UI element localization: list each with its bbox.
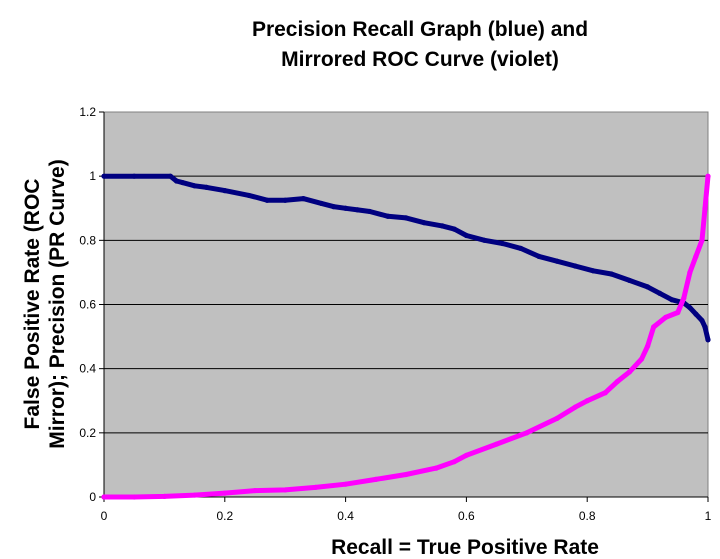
series-0-point-31 [626, 277, 633, 284]
series-1-point-32 [705, 173, 711, 179]
series-0-point-26 [536, 253, 542, 259]
x-tick-label-0: 0 [101, 509, 108, 523]
y-tick-label-6: 1.2 [79, 105, 96, 119]
series-1-point-1 [131, 494, 137, 500]
series-0-point-38 [699, 317, 705, 324]
series-1-point-18 [584, 398, 590, 404]
series-0-point-7 [222, 188, 228, 194]
series-0-point-13 [330, 204, 337, 210]
axes [99, 111, 709, 502]
series-0-point-0 [101, 173, 107, 179]
series-0-point-15 [355, 207, 361, 213]
series-1-point-7 [312, 484, 318, 490]
series-0-point-30 [608, 271, 614, 277]
chart-title-line2: Mirrored ROC Curve (violet) [281, 48, 559, 71]
series-1-point-24 [651, 324, 657, 330]
series-0-point-16 [367, 208, 373, 215]
series-1-point-19 [602, 390, 608, 396]
x-tick-label-5: 1 [705, 509, 712, 523]
series-1-point-12 [451, 459, 457, 465]
x-tick-label-1: 0.2 [216, 509, 233, 523]
x-tick-label-3: 0.6 [458, 509, 475, 523]
gridlines [104, 175, 708, 434]
series-0-point-8 [246, 192, 252, 199]
series-1-point-3 [192, 492, 198, 498]
series-0-point-27 [554, 258, 560, 264]
x-tick-label-2: 0.4 [337, 509, 354, 523]
series-1-point-31 [702, 205, 708, 211]
series-0-point-3 [173, 178, 180, 184]
series-1-point-27 [681, 295, 687, 301]
series-0-point-37 [693, 311, 699, 317]
series-layer [101, 173, 711, 500]
series-0-point-12 [318, 200, 325, 207]
series-1-point-28 [687, 269, 693, 276]
series-0-point-21 [451, 226, 457, 232]
series-1-point-25 [663, 314, 669, 320]
series-1-point-22 [638, 356, 645, 362]
series-0-point-33 [657, 290, 663, 296]
series-1-point-20 [614, 378, 621, 385]
y-tick-label-2: 0.4 [79, 362, 96, 376]
series-0-point-39 [702, 324, 708, 330]
series-0-point-25 [518, 245, 524, 251]
series-0-point-17 [385, 213, 391, 219]
series-0-point-2 [167, 173, 174, 179]
y-tick-label-1: 0.2 [79, 426, 96, 440]
series-1-point-6 [282, 487, 288, 493]
series-0-point-40 [705, 337, 711, 343]
series-1-point-13 [463, 452, 469, 458]
series-0-point-23 [481, 237, 488, 243]
x-tick-label-4: 0.8 [579, 509, 596, 523]
y-tick-label-0: 0 [89, 490, 96, 504]
series-1-point-16 [554, 415, 560, 421]
series-0-point-22 [463, 232, 469, 239]
series-0-point-10 [282, 197, 288, 203]
series-1-point-23 [645, 343, 651, 349]
series-1-point-30 [699, 237, 705, 243]
series-1-point-4 [222, 490, 228, 496]
series-0-point-6 [204, 184, 210, 190]
chart-title-line1: Precision Recall Graph (blue) and [252, 18, 588, 41]
series-0-point-1 [131, 173, 137, 179]
y-tick-label-3: 0.6 [79, 298, 96, 312]
series-0-point-11 [300, 196, 306, 202]
series-1-point-0 [101, 494, 107, 500]
series-1-point-2 [161, 493, 167, 499]
series-1-point-8 [343, 481, 349, 487]
series-0-point-18 [403, 215, 409, 221]
series-0-point-5 [192, 183, 198, 189]
series-0-point-4 [179, 179, 186, 186]
series-1-point-9 [373, 476, 379, 482]
y-axis-title-line2: Mirror); Precision (PR Curve) [46, 159, 69, 448]
series-1-point-10 [403, 471, 409, 478]
series-1-point-11 [433, 465, 439, 471]
series-0-point-28 [572, 263, 578, 269]
series-1-point-26 [675, 309, 681, 316]
tick-labels: 0 0.2 0.4 0.6 0.8 1 1.2 0 0.2 0.4 0.6 0.8 1 [79, 105, 711, 523]
series-0-point-14 [343, 205, 349, 211]
y-axis-title-line1: False Positive Rate (ROC [21, 179, 44, 430]
y-tick-label-5: 1 [89, 169, 96, 183]
series-1-point-14 [494, 441, 500, 447]
series-0-point-32 [645, 284, 651, 290]
series-0-point-29 [590, 268, 596, 274]
series-0-point-36 [687, 305, 693, 311]
series-1-point-21 [626, 369, 633, 375]
series-0-point-19 [421, 220, 427, 226]
series-1-point-15 [524, 430, 530, 436]
series-0-point-34 [669, 297, 675, 303]
series-0-point-24 [500, 240, 506, 247]
series-1-point-29 [693, 253, 699, 259]
series-0-point-9 [264, 197, 270, 203]
series-1-point-5 [252, 487, 258, 494]
series-1-point-17 [572, 404, 578, 410]
series-0-point-20 [439, 223, 445, 229]
y-tick-label-4: 0.8 [79, 233, 96, 247]
x-axis-title: Recall = True Positive Rate [331, 536, 599, 559]
